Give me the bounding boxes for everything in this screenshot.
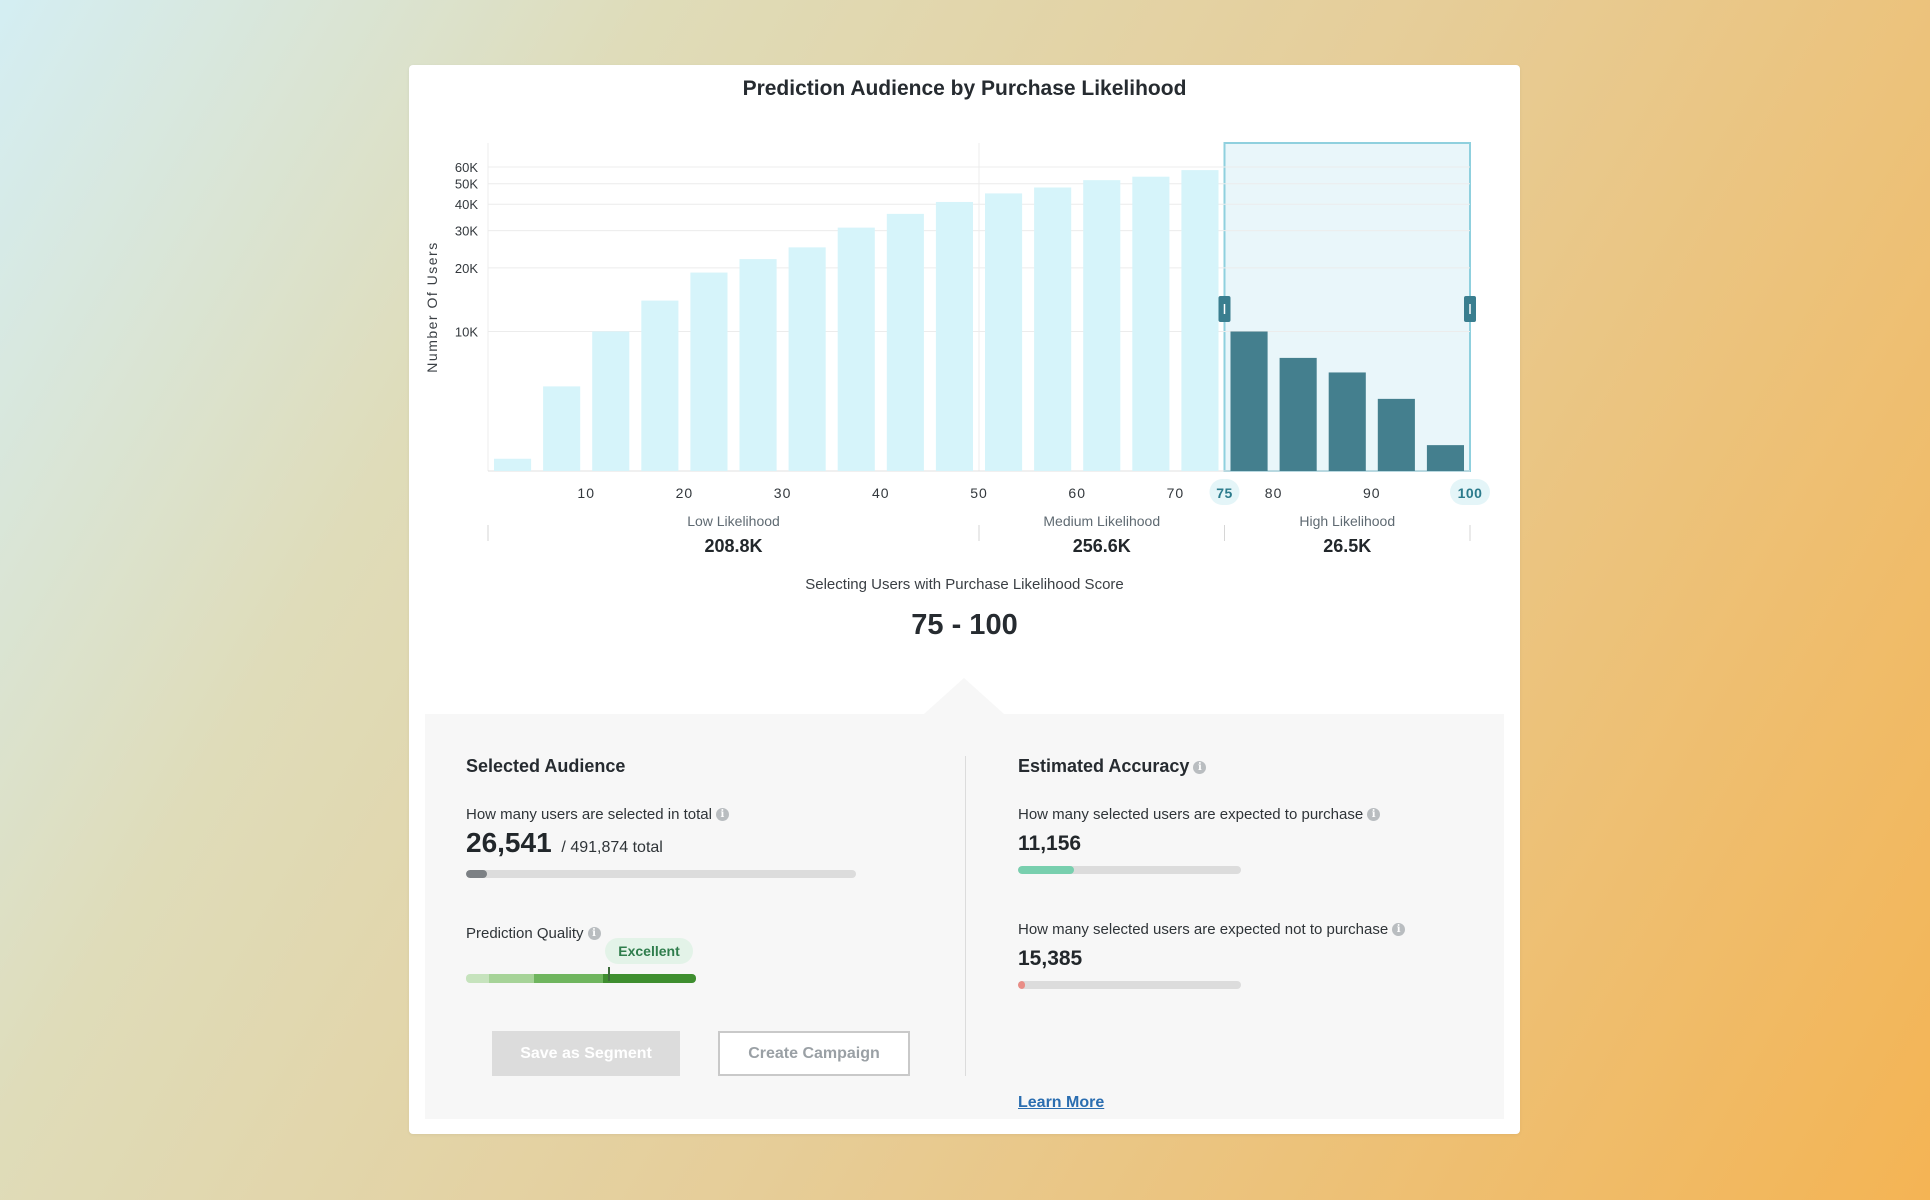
likelihood-histogram[interactable]: 10K 20K 30K 40K 50K 60K 10 20 30 40 50 60 70 75 80 90 10… <box>409 65 1520 565</box>
expected-not-purchase-label: How many selected users are expected not… <box>1018 921 1406 938</box>
audience-progress-bar <box>466 870 856 878</box>
purchase-progress-bar <box>1018 866 1241 874</box>
band-value: 208.8K <box>704 536 762 556</box>
bar <box>1034 187 1072 471</box>
selection-caption: Selecting Users with Purchase Likelihood… <box>805 576 1124 593</box>
estimated-accuracy-title: Estimated Accuracy i <box>1018 756 1207 777</box>
panel-pointer <box>924 678 1004 714</box>
panel-divider <box>965 756 966 1076</box>
bar <box>543 386 581 471</box>
bar <box>641 300 679 471</box>
x-tick-label-selected: 100 <box>1458 485 1483 501</box>
band-label: Medium Likelihood <box>1043 513 1160 529</box>
total-selected-label: How many users are selected in total i <box>466 806 729 823</box>
quality-segment-poor <box>466 974 489 983</box>
x-tick-label: 50 <box>970 485 988 501</box>
info-icon[interactable]: i <box>1367 808 1381 821</box>
bar-selected <box>1426 445 1464 471</box>
y-tick-label: 50K <box>455 177 478 192</box>
x-tick-label: 40 <box>872 485 890 501</box>
x-tick-label: 60 <box>1068 485 1086 501</box>
bar <box>1181 170 1219 471</box>
bar <box>690 272 728 471</box>
x-tick-label: 10 <box>577 485 595 501</box>
quality-segment-good <box>534 974 603 983</box>
bar <box>1083 180 1121 472</box>
info-icon[interactable]: i <box>1193 761 1207 774</box>
bar-selected <box>1377 398 1415 471</box>
info-icon[interactable]: i <box>715 808 729 821</box>
bar <box>837 227 875 471</box>
x-tick-label: 90 <box>1363 485 1381 501</box>
prediction-card: Prediction Audience by Purchase Likeliho… <box>409 65 1520 1134</box>
y-tick-label: 60K <box>455 160 478 175</box>
info-icon[interactable]: i <box>587 927 601 940</box>
band-value: 26.5K <box>1323 536 1371 556</box>
info-icon[interactable]: i <box>1392 923 1406 936</box>
bar <box>886 213 924 471</box>
selected-count-value: 26,541 <box>466 827 552 858</box>
total-suffix: / 491,874 total <box>561 839 663 856</box>
y-tick-label: 20K <box>455 261 478 276</box>
x-tick-label: 30 <box>774 485 792 501</box>
y-tick-label: 40K <box>455 197 478 212</box>
bar <box>1132 176 1170 471</box>
y-tick-label: 10K <box>455 324 478 339</box>
bar-selected <box>1230 331 1268 471</box>
bar <box>935 201 973 472</box>
band-label: High Likelihood <box>1299 513 1395 529</box>
y-axis-label: Number Of Users <box>424 241 440 372</box>
band-label: Low Likelihood <box>687 513 780 529</box>
x-tick-pill <box>1209 479 1240 505</box>
create-campaign-button[interactable]: Create Campaign <box>718 1031 910 1076</box>
bar-selected <box>1328 372 1366 471</box>
expected-purchase-count: 11,156 <box>1018 832 1082 855</box>
bar <box>592 331 630 471</box>
not-purchase-progress-fill <box>1018 981 1025 989</box>
bar <box>985 193 1023 472</box>
selected-count: 26,541 / 491,874 total <box>466 827 663 859</box>
x-tick-label-selected: 75 <box>1216 485 1233 501</box>
quality-segment-fair <box>489 974 534 983</box>
learn-more-link[interactable]: Learn More <box>1018 1094 1105 1111</box>
estimated-accuracy-text: Estimated Accuracy <box>1018 756 1190 776</box>
x-tick-label: 80 <box>1265 485 1283 501</box>
expected-purchase-text: How many selected users are expected to … <box>1018 806 1364 823</box>
total-selected-text: How many users are selected in total <box>466 806 712 823</box>
quality-badge: Excellent <box>605 938 693 964</box>
selected-audience-title: Selected Audience <box>466 756 626 776</box>
prediction-quality-text: Prediction Quality <box>466 925 584 942</box>
expected-purchase-label: How many selected users are expected to … <box>1018 806 1381 823</box>
chart-title: Prediction Audience by Purchase Likeliho… <box>742 77 1187 100</box>
not-purchase-progress-bar <box>1018 981 1241 989</box>
quality-marker <box>608 967 610 981</box>
y-tick-label: 30K <box>455 224 478 239</box>
details-panel: Selected Audience How many users are sel… <box>425 714 1504 1119</box>
quality-meter <box>466 974 696 983</box>
band-value: 256.6K <box>1073 536 1131 556</box>
quality-segment-excellent <box>603 974 696 983</box>
bar-selected <box>1279 357 1317 471</box>
bar <box>494 458 532 471</box>
x-tick-label: 20 <box>676 485 694 501</box>
purchase-progress-fill <box>1018 866 1075 874</box>
bar <box>739 259 777 471</box>
prediction-quality-label: Prediction Quality i <box>466 925 601 942</box>
x-tick-pill <box>1450 479 1490 505</box>
save-segment-button[interactable]: Save as Segment <box>492 1031 680 1076</box>
bar <box>788 247 826 471</box>
selection-range: 75 - 100 <box>911 609 1018 641</box>
x-tick-label: 70 <box>1167 485 1185 501</box>
audience-progress-fill <box>466 870 488 878</box>
expected-not-purchase-text: How many selected users are expected not… <box>1018 921 1389 938</box>
expected-not-purchase-count: 15,385 <box>1018 947 1083 970</box>
